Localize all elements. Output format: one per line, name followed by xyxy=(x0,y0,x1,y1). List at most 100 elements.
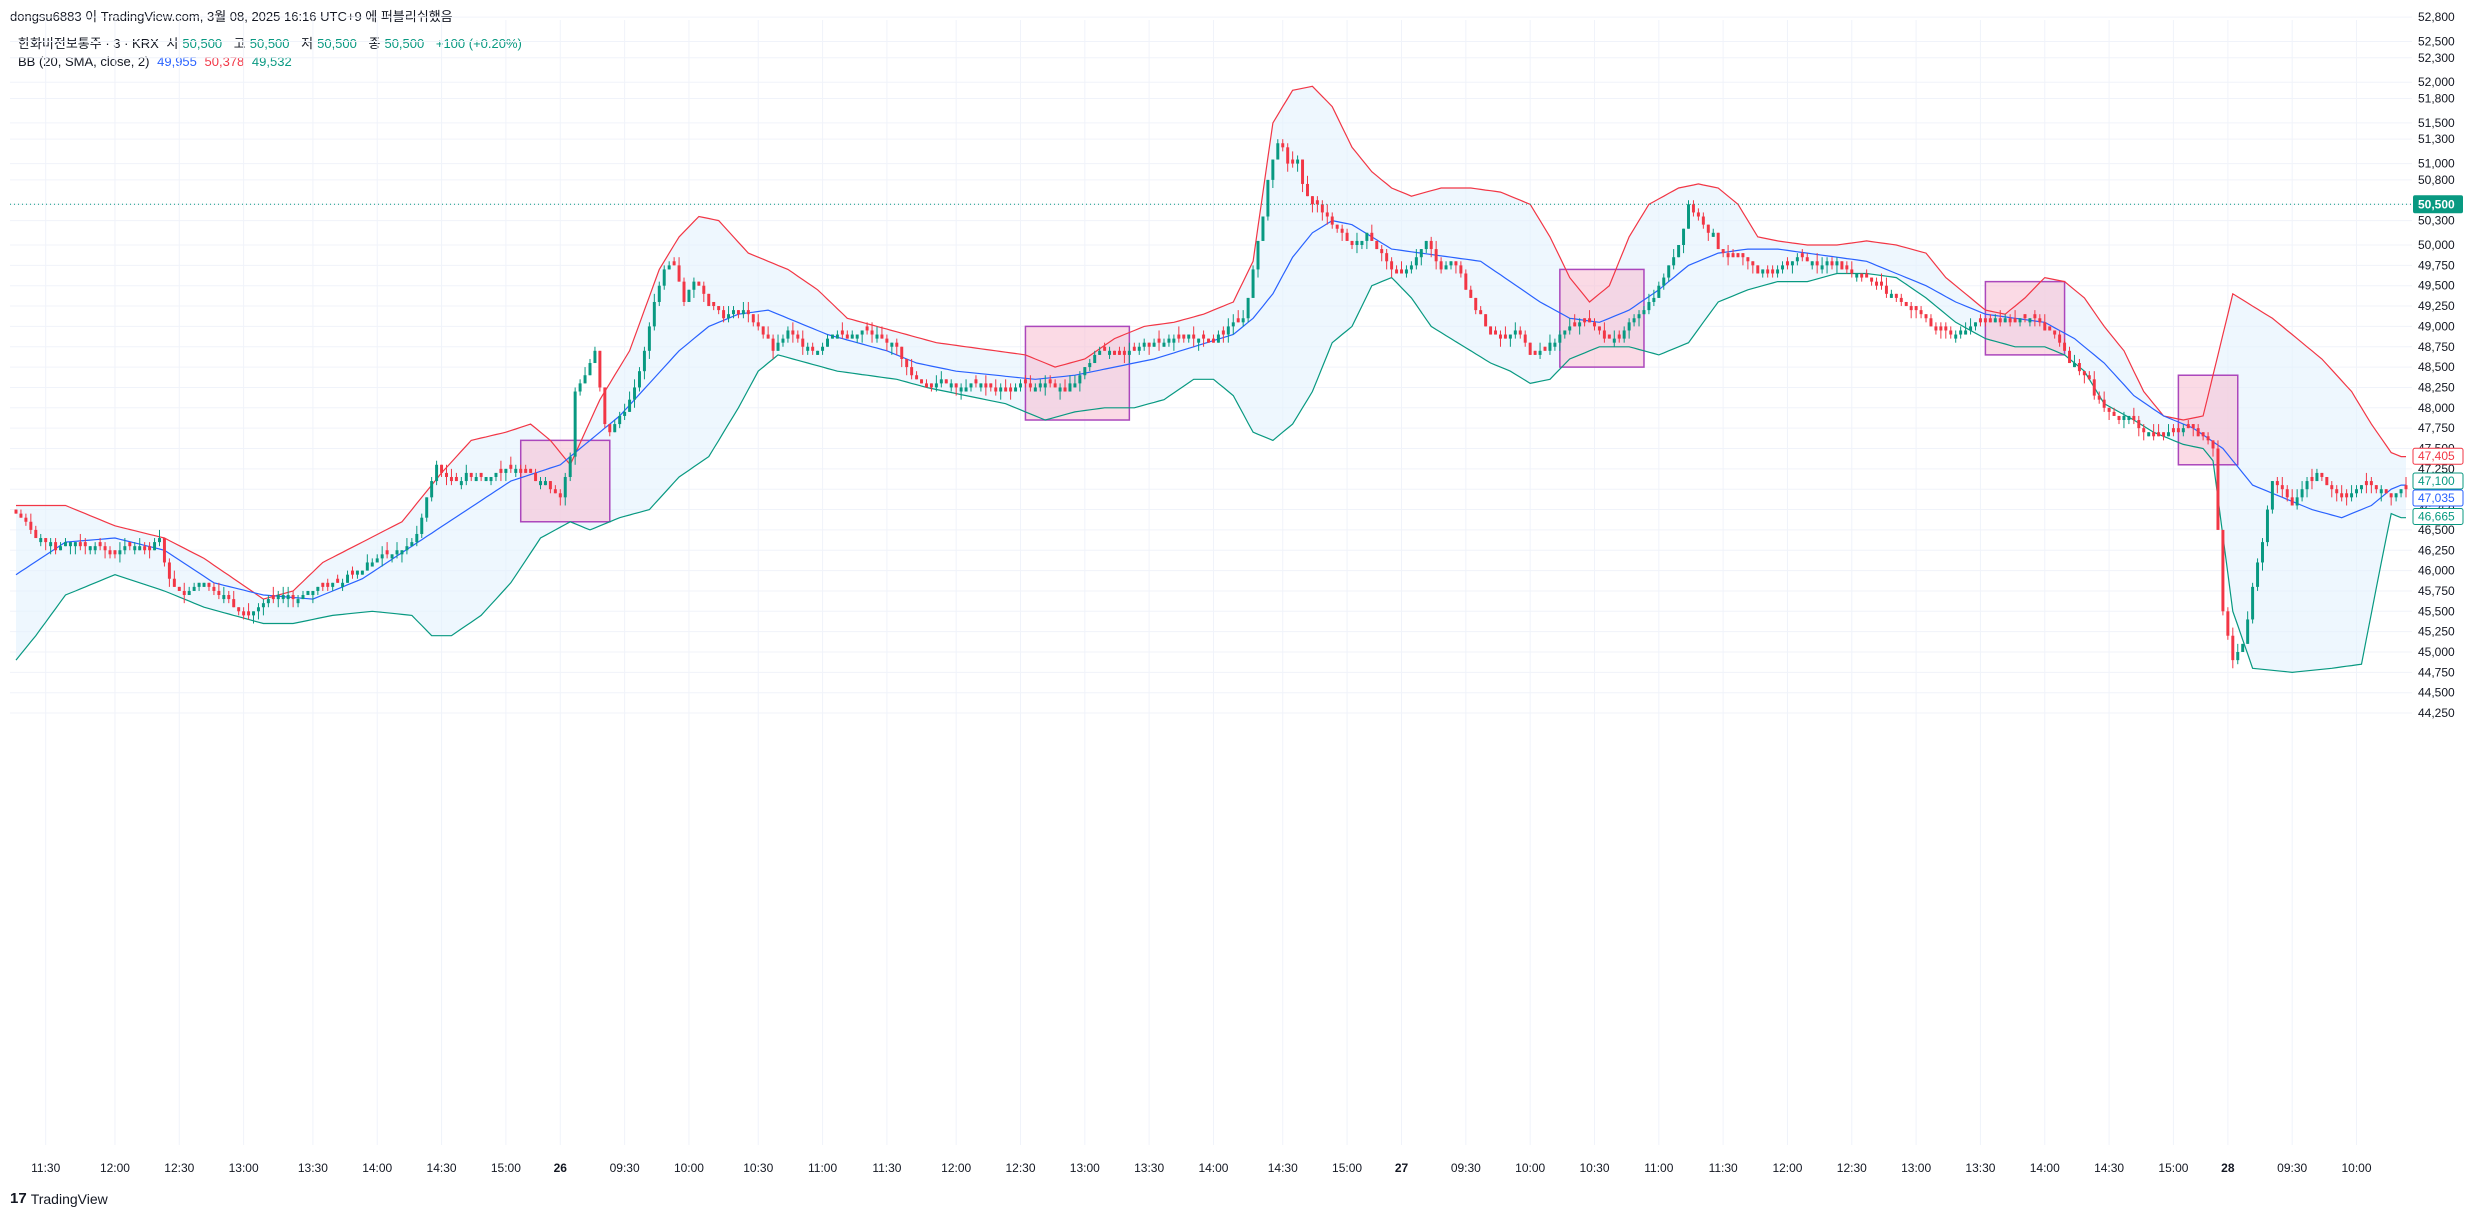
candle-body xyxy=(39,538,43,543)
candle-body xyxy=(459,481,463,486)
candle-body xyxy=(692,281,696,290)
candle-body xyxy=(751,314,755,323)
time-tick-label: 14:00 xyxy=(1198,1161,1228,1175)
candle-body xyxy=(326,582,330,587)
price-tick-label: 44,750 xyxy=(2418,665,2455,679)
indicator-value-label: 46,665 xyxy=(2418,509,2455,523)
candle-body xyxy=(1167,338,1171,343)
candle-body xyxy=(682,281,686,302)
candle-body xyxy=(964,387,968,392)
candle-body xyxy=(2236,652,2240,661)
candle-body xyxy=(1202,334,1206,339)
candle-body xyxy=(667,265,671,270)
candle-body xyxy=(514,468,518,473)
candle-body xyxy=(2320,472,2324,477)
candle-body xyxy=(1182,334,1186,339)
time-axis[interactable]: 11:30 12:00 12:30 13:00 13:30 14:00 14:30 15:00… xyxy=(31,1161,2372,1175)
candle-body xyxy=(2335,489,2339,494)
candle-body xyxy=(613,424,617,433)
candle-body xyxy=(2330,485,2334,490)
indicator-value-badge xyxy=(2412,489,2464,507)
candle-body xyxy=(167,562,171,579)
candle-body xyxy=(1355,240,1359,245)
symbol-name[interactable]: 한화비전보통주 · 3 · KRX xyxy=(18,36,159,51)
candle-body xyxy=(1766,269,1770,274)
price-tick-label: 45,250 xyxy=(2418,625,2455,639)
bb-lower-line xyxy=(15,272,2406,674)
candle-body xyxy=(2137,420,2141,429)
candle-body xyxy=(756,322,760,327)
candle-body xyxy=(1870,277,1874,282)
candle-body xyxy=(2008,318,2012,323)
candle-body xyxy=(1781,265,1785,270)
candle-body xyxy=(727,314,731,319)
price-tick-label: 50,800 xyxy=(2418,173,2455,187)
candle-body xyxy=(2102,399,2106,408)
bollinger-lines xyxy=(15,85,2406,674)
candle-body xyxy=(1518,330,1522,335)
candle-body xyxy=(583,375,587,384)
candle-body xyxy=(148,546,152,551)
candle-body xyxy=(2364,481,2368,486)
candle-body xyxy=(1810,261,1814,266)
candle-body xyxy=(2023,314,2027,319)
candle-body xyxy=(1706,224,1710,233)
brand-name: TradingView xyxy=(30,1190,108,1207)
candle-body xyxy=(385,550,389,555)
candle-body xyxy=(2127,415,2131,421)
candle-body xyxy=(494,472,498,477)
candle-body xyxy=(741,310,745,315)
candle-body xyxy=(261,603,265,608)
price-tick-label: 52,000 xyxy=(2418,75,2455,89)
candle-body xyxy=(633,387,637,400)
candle-body xyxy=(2389,493,2393,498)
candle-body xyxy=(1647,301,1651,311)
candle-body xyxy=(900,346,904,359)
candle-body xyxy=(1954,334,1958,339)
candle-body xyxy=(143,546,147,551)
candle-body xyxy=(1429,240,1433,250)
bb-upper-line xyxy=(16,85,2406,600)
candle-body xyxy=(578,383,582,392)
candle-body xyxy=(2369,481,2373,486)
candle-body xyxy=(360,570,364,575)
candle-body xyxy=(816,350,820,355)
candle-body xyxy=(850,334,854,339)
candle-body xyxy=(395,550,399,555)
time-tick-label: 26 xyxy=(554,1161,568,1175)
candle-body xyxy=(1721,249,1725,254)
candle-body xyxy=(1147,342,1151,347)
candle-body xyxy=(1563,330,1567,335)
candles xyxy=(14,139,2408,669)
candle-body xyxy=(1211,338,1215,343)
candle-body xyxy=(1974,322,1977,327)
candle-body xyxy=(1880,281,1883,286)
candle-body xyxy=(2226,611,2230,636)
candle-body xyxy=(1291,159,1295,164)
time-tick-label: 09:30 xyxy=(610,1161,640,1175)
candle-body xyxy=(2404,485,2408,490)
candle-body xyxy=(2191,424,2195,429)
candle-body xyxy=(1484,314,1488,327)
price-axis[interactable]: 52,800 52,500 52,300 52,000 51,800 51,500 51,3… xyxy=(2412,10,2464,720)
candle-body xyxy=(1261,216,1265,241)
candle-body xyxy=(1820,265,1824,270)
candle-body xyxy=(1637,314,1641,319)
candle-body xyxy=(2028,318,2032,323)
candle-body xyxy=(346,574,350,583)
candle-body xyxy=(1271,159,1275,180)
candle-body xyxy=(1014,387,1018,392)
price-tick-label: 45,000 xyxy=(2418,645,2455,659)
candle-body xyxy=(1691,204,1695,213)
candle-body xyxy=(618,415,622,425)
candle-body xyxy=(1246,297,1250,319)
candle-body xyxy=(1256,240,1260,270)
candle-body xyxy=(1310,196,1314,205)
candle-body xyxy=(875,334,879,339)
candle-body xyxy=(1558,334,1562,343)
price-tick-label: 51,500 xyxy=(2418,116,2455,130)
high-label: 고 xyxy=(233,36,246,51)
candle-body xyxy=(301,595,305,600)
candle-body xyxy=(2221,529,2225,612)
